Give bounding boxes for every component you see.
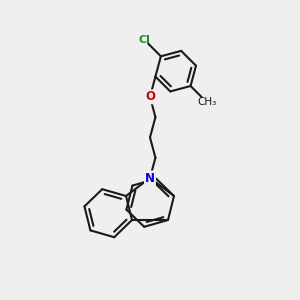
Text: O: O — [145, 90, 155, 104]
Text: Cl: Cl — [139, 35, 151, 45]
Text: CH₃: CH₃ — [197, 97, 216, 107]
Text: N: N — [145, 172, 155, 184]
